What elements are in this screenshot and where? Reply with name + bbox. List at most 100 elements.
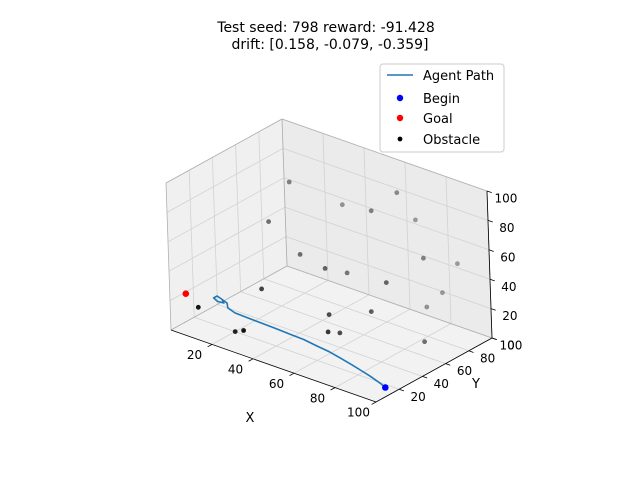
z-tick-label: 40 — [501, 280, 516, 294]
grid-line-x — [445, 176, 452, 324]
legend-goal-label: Goal — [423, 112, 453, 127]
grid-line-z — [282, 148, 489, 221]
grid-line-x — [404, 162, 411, 310]
y-tick-label: 20 — [410, 390, 425, 404]
pane-edge — [170, 265, 288, 331]
x-tick-label: 40 — [228, 363, 243, 377]
chart-title-line1: Test seed: 798 reward: -91.428 — [216, 20, 434, 36]
z-tick — [486, 190, 492, 194]
x-axis-label: X — [246, 411, 255, 426]
grid-line-z — [167, 177, 285, 243]
obstacle-point — [266, 219, 271, 225]
y-axis-line — [375, 337, 493, 403]
agent-path-line — [212, 295, 386, 389]
grid-line-y — [194, 316, 400, 390]
grid-line-x — [363, 147, 370, 295]
x-axis-line — [170, 329, 377, 403]
pane-edge — [286, 265, 493, 339]
obstacle-point — [241, 328, 247, 333]
chart-title-line2: drift: [0.158, -0.079, -0.359] — [232, 37, 429, 53]
pane-edge — [281, 118, 288, 267]
grid-line-y — [263, 278, 469, 352]
grid-line-x — [322, 133, 329, 281]
obstacle-point — [455, 261, 460, 267]
y-tick — [422, 376, 428, 379]
obstacle-point — [195, 304, 201, 310]
obstacle-point — [383, 280, 389, 285]
grid-line-z — [169, 236, 287, 301]
obstacle-point — [394, 190, 400, 196]
grid-line-y — [212, 157, 218, 305]
z-tick-label: 60 — [500, 250, 515, 264]
grid-line-x — [211, 280, 329, 345]
pane-edge — [165, 182, 172, 331]
grid-line-z — [283, 177, 490, 251]
obstacle-point — [424, 304, 430, 310]
obstacle-point — [322, 266, 328, 271]
begin-point — [382, 384, 389, 391]
grid-line-y — [258, 131, 265, 279]
x-tick-label: 20 — [187, 348, 202, 362]
y-tick-label: 100 — [499, 339, 522, 353]
legend-obstacle-label: Obstacle — [423, 133, 480, 148]
y-axis-label: Y — [471, 377, 480, 392]
obstacle-point — [368, 309, 374, 314]
obstacle-point — [339, 202, 345, 208]
grid-line-y — [217, 304, 423, 377]
pane-edge — [165, 118, 283, 184]
axes-panes — [166, 119, 492, 402]
x-tick — [371, 401, 377, 405]
obstacle-point — [440, 290, 445, 296]
obstacle-point — [422, 339, 427, 345]
legend-frame — [379, 63, 505, 153]
floor-pane — [171, 266, 492, 402]
side-pane — [166, 119, 287, 330]
y-tick — [468, 350, 474, 353]
back-pane — [282, 119, 492, 338]
grid-line-z — [166, 148, 284, 213]
x-tick-label: 100 — [347, 406, 370, 420]
legend-goal-swatch — [396, 114, 404, 122]
pane-edge — [281, 118, 488, 192]
z-tick-label: 80 — [499, 221, 514, 235]
x-tick — [289, 372, 295, 376]
goal-point — [182, 290, 190, 298]
grid-line-x — [252, 294, 370, 360]
z-tick — [490, 308, 496, 311]
grid-line-y — [235, 144, 241, 292]
x-tick-label: 80 — [310, 391, 325, 405]
obstacle-point — [368, 208, 374, 214]
grid-line-y — [188, 170, 195, 318]
grid-line-x — [293, 308, 411, 374]
z-tick — [487, 220, 493, 223]
obstacle-point — [325, 329, 331, 335]
legend-begin-label: Begin — [423, 92, 460, 107]
axes-edges — [165, 118, 493, 403]
z-tick — [491, 337, 497, 341]
grid-line-z — [284, 206, 491, 280]
obstacle-point — [259, 286, 264, 292]
grid-line-z — [285, 236, 492, 309]
y-tick-label: 80 — [480, 351, 495, 365]
grid-line-x — [334, 323, 452, 388]
obstacle-point — [413, 217, 418, 223]
x-tick — [207, 344, 213, 348]
y-tick-label: 40 — [434, 377, 449, 391]
z-tick-label: 0 — [507, 339, 515, 353]
obstacle-point — [297, 252, 303, 257]
x-tick — [248, 358, 254, 362]
x-tick — [330, 387, 336, 391]
z-axis-line — [486, 190, 493, 339]
legend: Agent Path Begin Goal Obstacle — [379, 63, 505, 153]
legend-begin-swatch — [396, 94, 404, 102]
z-tick — [489, 278, 495, 282]
legend-obstacle-swatch — [397, 136, 403, 142]
obstacle-point — [344, 270, 350, 276]
y-tick — [445, 363, 451, 366]
z-tick — [488, 249, 494, 252]
z-tick-label: 100 — [494, 192, 517, 206]
obstacle-point — [337, 330, 343, 336]
obstacle-point — [421, 255, 426, 261]
